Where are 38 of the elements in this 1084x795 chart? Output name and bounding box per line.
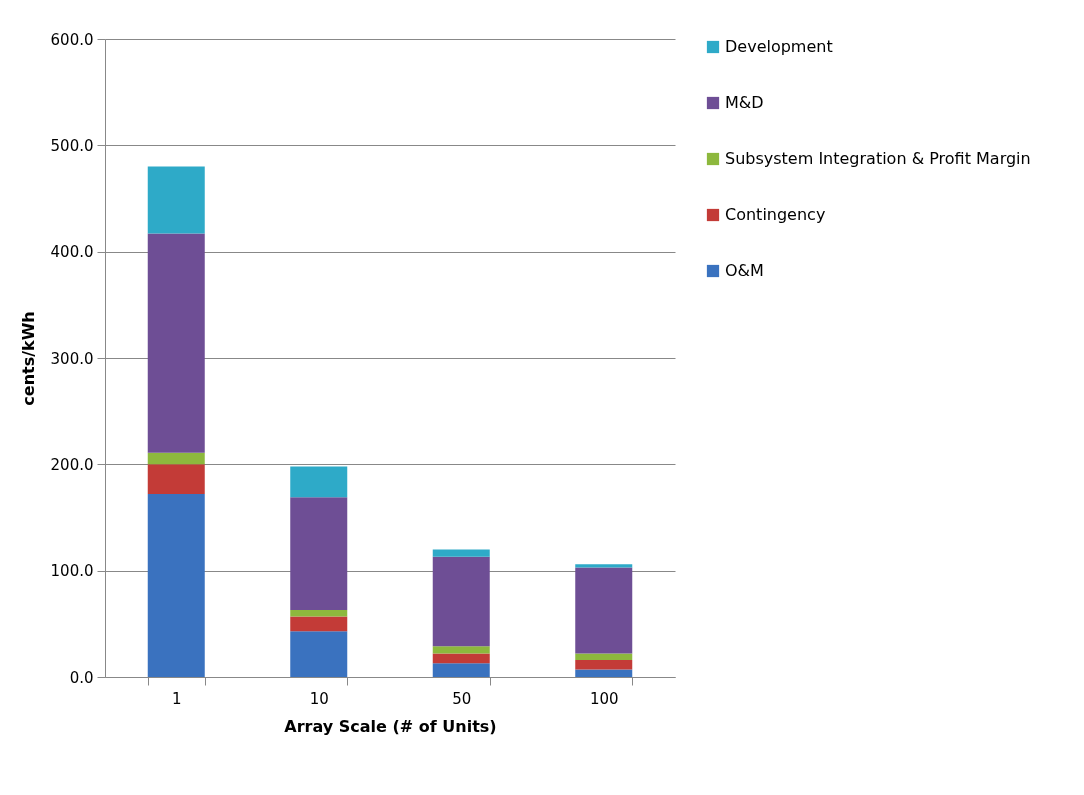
x-tick-label: 10 — [309, 689, 329, 708]
bar — [432, 663, 490, 677]
y-axis-title: cents/kWh — [18, 311, 38, 406]
bar — [575, 659, 633, 670]
bar — [147, 233, 205, 453]
y-tick-label: 500.0 — [50, 136, 94, 155]
y-tick-label: 600.0 — [50, 30, 94, 49]
bar — [432, 653, 490, 664]
bar — [290, 631, 348, 677]
legend-label: Subsystem Integration & Profit Margin — [725, 149, 1031, 168]
bar — [147, 464, 205, 495]
legend-label: Contingency — [725, 205, 826, 224]
bar — [290, 616, 348, 632]
bar — [147, 494, 205, 677]
legend-label: O&M — [725, 261, 764, 280]
bar — [290, 610, 348, 617]
bar — [575, 564, 633, 568]
y-tick-label: 300.0 — [50, 349, 94, 368]
x-tick-label: 50 — [452, 689, 472, 708]
bar — [290, 497, 348, 611]
x-tick-label: 1 — [171, 689, 182, 708]
bar — [575, 567, 633, 654]
bar — [432, 556, 490, 647]
bar — [290, 466, 348, 498]
legend-label: M&D — [725, 93, 764, 112]
x-tick-label: 100 — [589, 689, 619, 708]
bar — [575, 669, 633, 677]
bar — [147, 166, 205, 234]
x-axis-title: Array Scale (# of Units) — [284, 716, 497, 736]
bar — [432, 646, 490, 654]
y-tick-label: 100.0 — [50, 562, 94, 581]
bar — [432, 549, 490, 557]
legend-label: Development — [725, 37, 833, 56]
bar — [147, 452, 205, 465]
y-tick-label: 0.0 — [69, 668, 94, 687]
bar — [575, 653, 633, 660]
y-tick-label: 200.0 — [50, 455, 94, 474]
y-tick-label: 400.0 — [50, 243, 94, 262]
